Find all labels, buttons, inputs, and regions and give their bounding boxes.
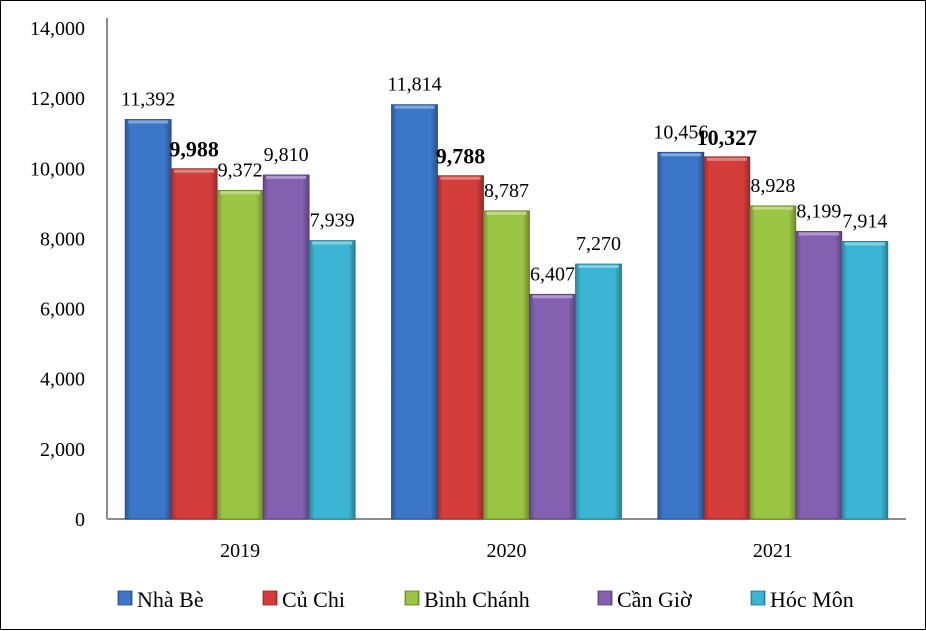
bar-bình-chánh-2021 — [749, 205, 797, 520]
data-label: 8,787 — [484, 180, 529, 202]
x-tick-label: 2019 — [220, 540, 260, 562]
data-label: 11,814 — [387, 74, 441, 96]
legend-swatch-icon — [262, 590, 278, 606]
bar-highlight — [312, 241, 353, 245]
legend-swatch-icon — [750, 590, 766, 606]
bar-cần-giờ-2021 — [795, 231, 843, 520]
data-label: 9,988 — [169, 137, 219, 162]
y-tick-label: 4,000 — [40, 369, 85, 391]
bar-cần-giờ-2019 — [262, 174, 310, 520]
bar-highlight — [706, 157, 747, 161]
bar-củ-chi-2020 — [437, 175, 484, 520]
data-label: 10,456 — [653, 121, 708, 143]
bar-hóc-môn-2019 — [308, 240, 356, 520]
bar-highlight — [220, 191, 261, 195]
bar-củ-chi-2019 — [170, 168, 218, 520]
bar-highlight — [844, 242, 885, 246]
bar-bình-chánh-2020 — [483, 210, 530, 520]
bar-highlight — [266, 175, 307, 179]
bar-highlight — [394, 105, 435, 109]
data-label: 7,939 — [310, 210, 355, 232]
bar-highlight — [660, 153, 701, 157]
bar-hóc-môn-2021 — [841, 241, 889, 520]
y-tick-label: 14,000 — [30, 18, 85, 40]
bar-highlight — [486, 211, 527, 215]
bar-củ-chi-2021 — [703, 156, 751, 520]
y-tick-label: 6,000 — [40, 299, 85, 321]
bar-highlight — [578, 265, 619, 269]
bar-nhà-bè-2019 — [124, 119, 172, 520]
bar-hóc-môn-2020 — [575, 263, 622, 520]
bar-highlight — [752, 206, 793, 210]
bar-nhà-bè-2020 — [391, 104, 438, 520]
data-label: 8,928 — [750, 175, 795, 197]
x-tick-label: 2021 — [753, 540, 793, 562]
y-tick-label: 0 — [75, 509, 85, 531]
bar-highlight — [128, 120, 169, 124]
data-label: 10,327 — [697, 125, 758, 150]
data-label: 9,810 — [264, 144, 309, 166]
y-tick-label: 12,000 — [30, 88, 85, 110]
legend-label: Hóc Môn — [770, 587, 854, 612]
data-label: 7,270 — [576, 233, 621, 255]
y-tick-label: 10,000 — [30, 158, 85, 180]
legend-swatch-icon — [404, 590, 420, 606]
data-label: 11,392 — [121, 88, 175, 110]
legend-swatch-icon — [597, 590, 613, 606]
bar-nhà-bè-2021 — [657, 151, 705, 520]
legend-label: Nhà Bè — [137, 587, 204, 612]
bar-highlight — [440, 176, 481, 180]
data-label: 8,199 — [796, 200, 841, 222]
y-tick-label: 2,000 — [40, 439, 85, 461]
bar-highlight — [532, 295, 573, 299]
bar-highlight — [174, 169, 215, 173]
data-label: 7,914 — [842, 210, 887, 232]
data-label: 9,372 — [218, 159, 263, 181]
legend-label: Bình Chánh — [424, 587, 530, 612]
x-tick-label: 2020 — [487, 540, 527, 562]
legend-label: Cần Giờ — [617, 587, 692, 612]
data-label: 6,407 — [530, 263, 575, 285]
legend-swatch-icon — [117, 590, 133, 606]
y-tick-label: 8,000 — [40, 228, 85, 250]
legend-label: Củ Chi — [282, 587, 345, 612]
bar-highlight — [798, 232, 839, 236]
bar-cần-giờ-2020 — [529, 293, 576, 520]
bar-bình-chánh-2019 — [216, 189, 264, 520]
data-label: 9,788 — [436, 144, 486, 169]
